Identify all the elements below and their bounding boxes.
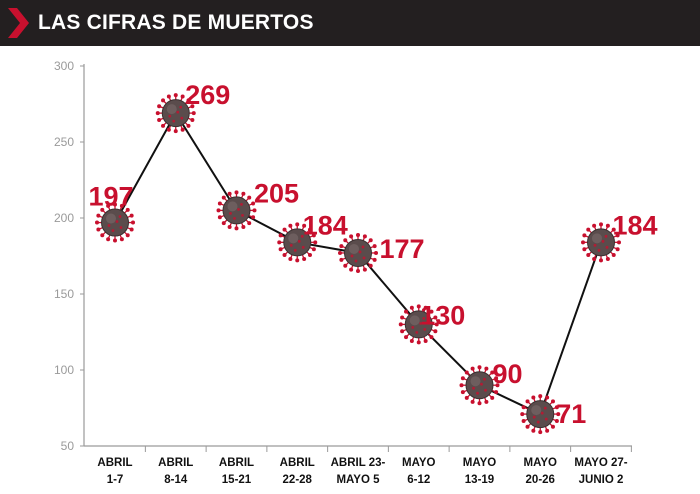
data-label: 205 [254, 178, 299, 208]
coronavirus-icon [95, 202, 135, 243]
data-label: 269 [185, 80, 230, 110]
coronavirus-icon [581, 222, 621, 263]
coronavirus-icon [277, 222, 318, 263]
chevron-icon [8, 8, 29, 38]
x-tick-label: ABRIL 23-MAYO 5 [331, 457, 386, 486]
x-tick-label: MAYO 6-12 [402, 457, 435, 486]
x-tick-label: ABRIL 15-21 [219, 457, 254, 486]
data-label: 90 [492, 359, 522, 389]
data-label: 184 [303, 210, 348, 240]
x-tick-label: MAYO 27-JUNIO 2 [574, 457, 627, 486]
y-tick-label: 150 [54, 287, 74, 301]
coronavirus-icon [459, 365, 500, 406]
data-label: 197 [88, 182, 133, 212]
coronavirus-icon [520, 394, 561, 435]
line-chart: 50 100 150 200 250 300 ABRIL 1-7 ABRIL 8-14 ABRIL 1… [54, 59, 658, 486]
coronavirus-icon [155, 93, 196, 134]
coronavirus-icon [338, 232, 378, 273]
header-bar: LAS CIFRAS DE MUERTOS [0, 0, 700, 46]
y-tick-label: 50 [61, 439, 75, 453]
coronavirus-icon [398, 304, 439, 345]
coronavirus-icon [216, 190, 257, 231]
x-tick-label: MAYO 20-26 [524, 457, 557, 486]
chart-title: LAS CIFRAS DE MUERTOS [38, 11, 314, 34]
y-tick-label: 100 [54, 363, 74, 377]
x-tick-label: ABRIL 8-14 [158, 457, 193, 486]
data-label: 177 [379, 234, 424, 264]
data-label: 184 [612, 210, 657, 240]
y-tick-label: 200 [54, 211, 74, 225]
data-label: 130 [420, 300, 465, 330]
x-tick-label: ABRIL 1-7 [97, 457, 132, 486]
y-tick-label: 250 [54, 135, 74, 149]
x-tick-label: ABRIL 22-28 [280, 457, 315, 486]
x-tick-label: MAYO 13-19 [463, 457, 496, 486]
data-label: 71 [556, 399, 586, 429]
y-tick-label: 300 [54, 59, 74, 73]
